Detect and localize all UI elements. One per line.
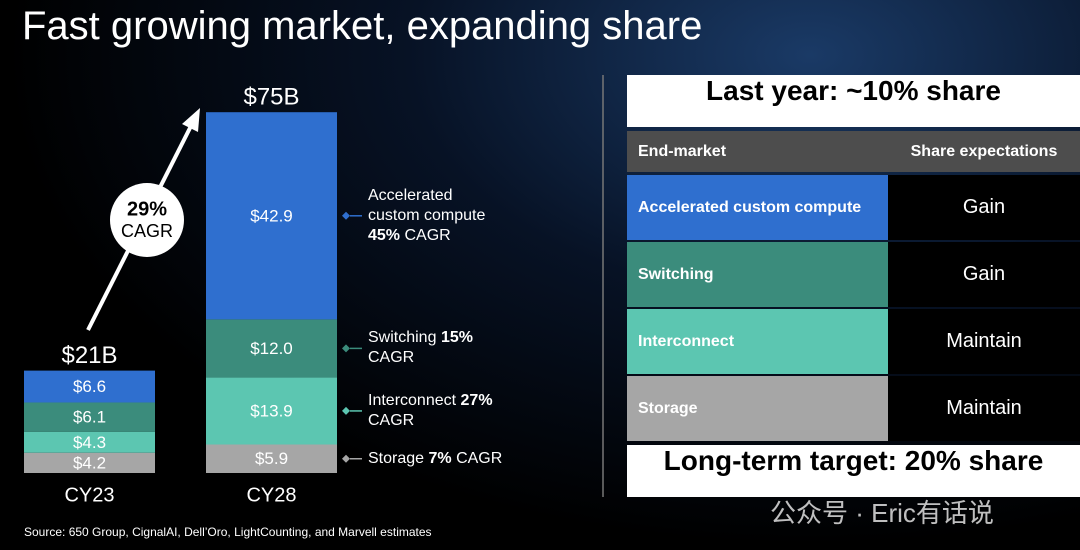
cagr-text: CAGR: [404, 226, 451, 244]
series-name: Interconnect: [368, 391, 457, 409]
total-label: $75B: [243, 84, 299, 111]
market-cell: Accelerated custom compute: [627, 175, 888, 240]
table-row: Interconnect Maintain: [627, 309, 1080, 374]
cagr-rate: 7%: [428, 449, 452, 467]
series-annotation: Interconnect 27% CAGR: [368, 391, 508, 431]
marker: [342, 454, 350, 463]
x-tick-label: CY28: [246, 484, 296, 506]
cagr-text: CAGR: [368, 349, 415, 367]
marker: [342, 344, 350, 353]
bar-segment: [206, 377, 337, 445]
series-annotation: Switching 15% CAGR: [368, 328, 508, 368]
series-annotation: Storage 7% CAGR: [368, 449, 502, 469]
value-label: $5.9: [255, 449, 288, 468]
value-label: $13.9: [250, 401, 293, 420]
source: Source: 650 Group, CignalAI, Dell’Oro, L…: [24, 525, 432, 539]
table-row: Accelerated custom compute Gain: [627, 175, 1080, 240]
bar-segment: [24, 431, 155, 453]
market-cell: Switching: [627, 242, 888, 307]
title: Fast growing market, expanding share: [22, 4, 703, 48]
growth-label: CAGR: [121, 221, 173, 241]
header-cell: End-market: [638, 142, 727, 160]
marker: [342, 406, 350, 415]
series-annotation: Accelerated custom compute 45% CAGR: [368, 186, 508, 246]
expectation-cell: Maintain: [888, 376, 1080, 441]
cagr-text: CAGR: [456, 449, 503, 467]
table-title: Last year: ~10% share: [627, 75, 1080, 127]
x-tick-label: CY23: [64, 484, 114, 506]
total-label: $21B: [61, 342, 117, 369]
expectation-cell: Maintain: [888, 309, 1080, 374]
bar-segment: [206, 444, 337, 473]
marker: [342, 211, 350, 220]
watermark: 公众号 · Eric有话说: [770, 498, 994, 528]
bar-segment: [24, 370, 155, 403]
growth-rate: 29%: [127, 198, 167, 220]
table-footer: Long-term target: 20% share: [627, 445, 1080, 497]
market-cell: Storage: [627, 376, 888, 441]
cagr-rate: 15%: [440, 329, 473, 347]
expectation-cell: Gain: [888, 175, 1080, 240]
cagr-rate: 27%: [460, 391, 493, 409]
cagr-text: CAGR: [368, 411, 415, 429]
cagr-rate: 45%: [368, 226, 401, 244]
bar-segment: [206, 319, 337, 378]
value-label: $6.1: [73, 408, 106, 427]
value-label: $4.2: [73, 453, 106, 472]
table-row: Storage Maintain: [627, 376, 1080, 441]
arrow-head: [182, 108, 200, 132]
series-name: Accelerated custom compute: [368, 186, 486, 224]
value-label: $12.0: [250, 339, 293, 358]
table-header: End-market Share expectations: [627, 131, 1080, 172]
expectation-cell: Gain: [888, 242, 1080, 307]
bar-segment: [24, 402, 155, 432]
header-cell: Share expectations: [910, 142, 1058, 160]
market-cell: Interconnect: [627, 309, 888, 374]
value-label: $4.3: [73, 433, 106, 452]
growth-badge: [110, 183, 184, 257]
bar-segment: [206, 112, 337, 320]
table-row: Switching Gain: [627, 242, 1080, 307]
series-name: Switching: [368, 329, 437, 347]
bar-segment: [24, 452, 155, 473]
series-name: Storage: [368, 449, 425, 467]
value-label: $42.9: [250, 206, 293, 225]
value-label: $6.6: [73, 377, 106, 396]
